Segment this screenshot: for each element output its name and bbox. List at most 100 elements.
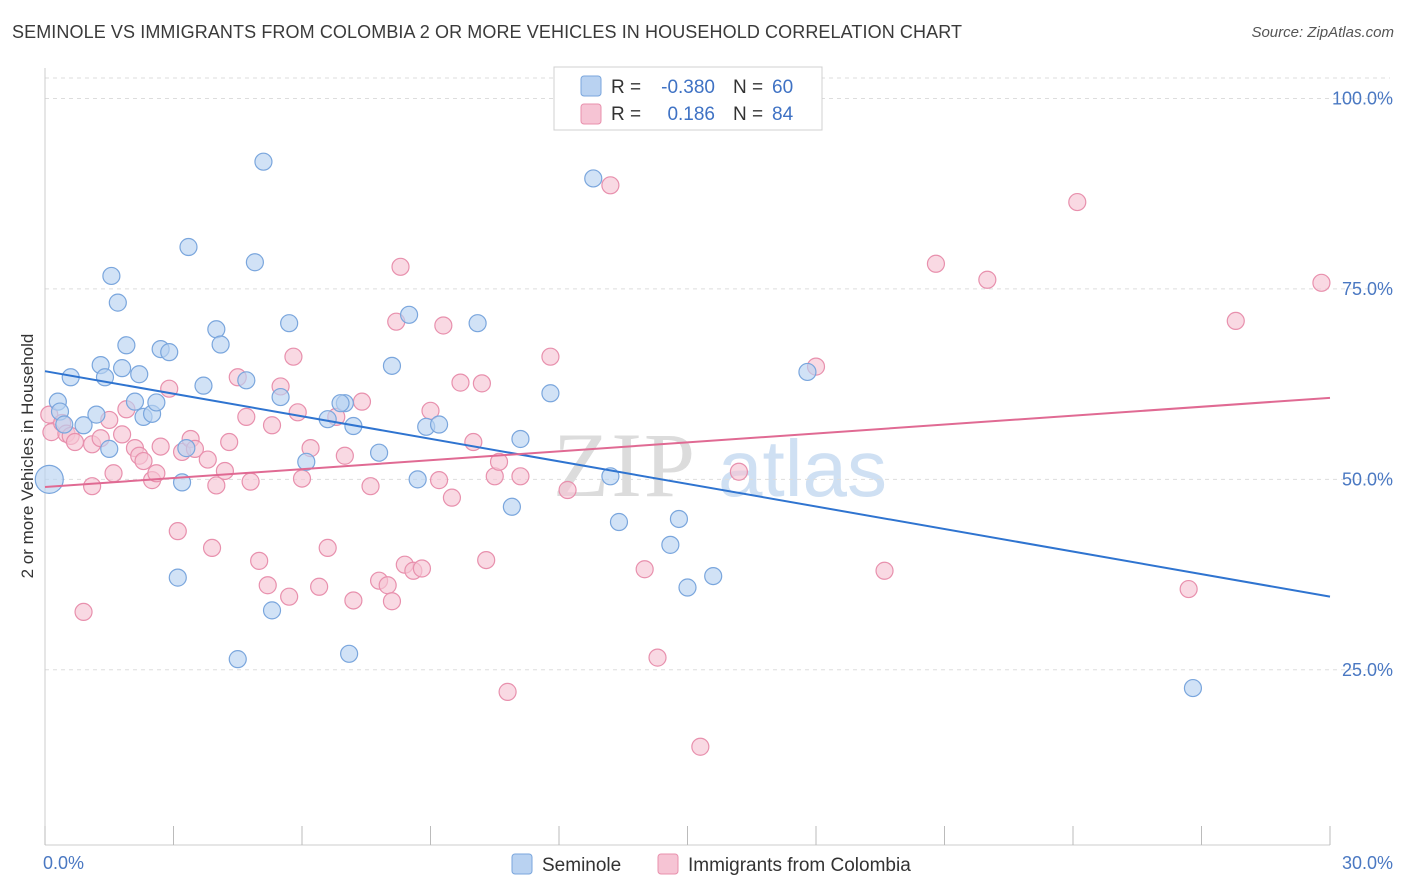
seminole-point	[228, 650, 247, 669]
seminole-point	[429, 415, 449, 434]
y-tick-label-50: 50.0%	[1342, 469, 1393, 489]
legend-n-value-colombia: 84	[772, 104, 794, 125]
y-tick-label-25: 25.0%	[1342, 660, 1393, 680]
seminole-trend-line	[44, 370, 1331, 598]
bottom-legend-label-seminole: Seminole	[542, 855, 621, 876]
seminole-point	[245, 253, 264, 272]
colombia-point	[1226, 311, 1245, 331]
colombia-point	[429, 471, 449, 490]
colombia-point	[498, 682, 517, 701]
colombia-point	[250, 551, 269, 570]
seminole-point	[382, 356, 402, 375]
y-tick-labels: 25.0% 50.0% 75.0% 100.0%	[1332, 88, 1393, 679]
colombia-point	[258, 576, 277, 595]
seminole-point	[168, 568, 187, 587]
seminole-point	[678, 578, 697, 597]
legend-r-label-seminole: R =	[611, 77, 641, 98]
bottom-legend-swatch-seminole	[511, 853, 533, 875]
trend-lines	[44, 370, 1331, 598]
seminole-point	[102, 266, 121, 286]
colombia-point	[207, 476, 226, 495]
colombia-point	[451, 373, 470, 392]
seminole-point	[340, 644, 359, 663]
colombia-point	[729, 462, 749, 481]
colombia-point	[318, 538, 337, 558]
series-seminole-points	[34, 152, 1203, 698]
colombia-point	[391, 257, 410, 276]
colombia-point	[168, 522, 187, 541]
seminole-point	[117, 336, 136, 355]
legend-r-label-colombia: R =	[611, 104, 641, 125]
colombia-point	[926, 254, 946, 273]
colombia-point	[292, 469, 312, 488]
bottom-legend-swatch-colombia	[657, 853, 679, 875]
colombia-point	[237, 407, 256, 426]
seminole-point	[179, 237, 198, 257]
seminole-point	[280, 314, 299, 333]
seminole-point	[502, 497, 521, 516]
seminole-point	[237, 371, 256, 390]
watermark: ZIP atlas	[553, 414, 887, 516]
y-tick-label-75: 75.0%	[1342, 279, 1393, 299]
colombia-point	[635, 560, 654, 579]
colombia-point	[477, 550, 496, 570]
seminole-point	[177, 439, 196, 458]
seminole-point	[798, 362, 817, 382]
colombia-point	[280, 587, 299, 606]
colombia-point	[875, 561, 894, 580]
stats-legend: R = -0.380 N = 60 R = 0.186 N = 84	[553, 66, 823, 131]
seminole-point	[468, 314, 487, 333]
colombia-point	[220, 432, 239, 452]
seminole-point	[211, 335, 230, 354]
colombia-point	[112, 425, 132, 444]
colombia-point	[198, 450, 217, 469]
colombia-point	[489, 452, 509, 471]
legend-r-value-colombia: 0.186	[667, 104, 715, 125]
bottom-legend-label-colombia: Immigrants from Colombia	[688, 855, 911, 876]
seminole-point	[130, 365, 149, 384]
colombia-point	[65, 432, 85, 452]
x-tick-label-0: 0.0%	[43, 853, 84, 873]
colombia-point	[147, 464, 166, 483]
colombia-point	[151, 437, 170, 456]
chart-source: Source: ZipAtlas.com	[1251, 24, 1394, 41]
colombia-point	[352, 392, 372, 411]
colombia-point	[1312, 273, 1331, 292]
colombia-point	[262, 416, 282, 435]
colombia-point	[434, 316, 453, 335]
colombia-point	[215, 461, 234, 481]
seminole-point	[1183, 678, 1203, 698]
seminole-point	[254, 152, 273, 171]
legend-n-label-seminole: N =	[733, 77, 763, 98]
colombia-trend-line	[44, 396, 1331, 488]
seminole-point	[609, 512, 629, 532]
chart-title: SEMINOLE VS IMMIGRANTS FROM COLOMBIA 2 O…	[12, 22, 963, 42]
seminole-point	[207, 320, 226, 339]
legend-n-value-seminole: 60	[772, 77, 793, 98]
seminole-point	[511, 429, 530, 449]
seminole-point	[194, 376, 213, 395]
colombia-point	[335, 446, 354, 465]
seminole-point	[160, 343, 179, 362]
x-tick-label-30: 30.0%	[1342, 853, 1393, 873]
colombia-point	[202, 538, 222, 558]
seminole-point	[331, 394, 350, 413]
seminole-point	[87, 405, 106, 424]
colombia-point	[104, 464, 123, 483]
legend-n-label-colombia: N =	[733, 104, 763, 125]
seminole-point	[704, 566, 723, 586]
seminole-point	[541, 384, 560, 403]
colombia-point	[134, 451, 153, 471]
legend-swatch-seminole	[580, 75, 602, 97]
colombia-point	[1179, 579, 1198, 599]
seminole-point	[108, 293, 127, 312]
seminole-point	[262, 601, 282, 620]
seminole-point	[584, 169, 603, 188]
colombia-point	[83, 477, 102, 496]
colombia-point	[1068, 192, 1087, 212]
seminole-point	[125, 392, 145, 411]
seminole-point	[399, 305, 419, 324]
seminole-point	[271, 387, 290, 407]
seminole-point	[147, 393, 166, 412]
